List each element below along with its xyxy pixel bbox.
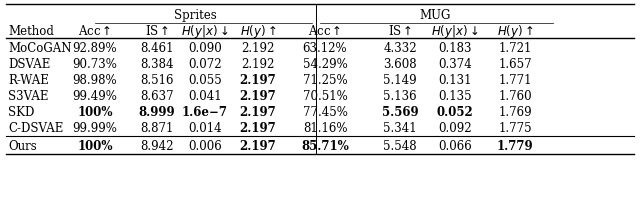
Text: 5.149: 5.149 — [383, 73, 417, 86]
Text: 1.657: 1.657 — [498, 58, 532, 71]
Text: 1.771: 1.771 — [499, 73, 532, 86]
Text: $H(y)$$\uparrow$: $H(y)$$\uparrow$ — [240, 22, 276, 39]
Text: 77.45%: 77.45% — [303, 106, 348, 118]
Text: $H(y|x)$$\downarrow$: $H(y|x)$$\downarrow$ — [431, 22, 479, 39]
Text: 2.197: 2.197 — [239, 121, 276, 134]
Text: 5.341: 5.341 — [383, 121, 417, 134]
Text: 63.12%: 63.12% — [303, 41, 348, 54]
Text: MoCoGAN: MoCoGAN — [8, 41, 72, 54]
Text: 0.090: 0.090 — [188, 41, 222, 54]
Text: 0.072: 0.072 — [188, 58, 222, 71]
Text: 92.89%: 92.89% — [73, 41, 117, 54]
Text: 2.197: 2.197 — [239, 106, 276, 118]
Text: 100%: 100% — [77, 140, 113, 153]
Text: 0.374: 0.374 — [438, 58, 472, 71]
Text: 8.384: 8.384 — [140, 58, 173, 71]
Text: 0.092: 0.092 — [438, 121, 472, 134]
Text: 1.6e−7: 1.6e−7 — [182, 106, 228, 118]
Text: 0.041: 0.041 — [188, 90, 222, 103]
Text: 90.73%: 90.73% — [72, 58, 117, 71]
Text: 1.760: 1.760 — [498, 90, 532, 103]
Text: $H(y)$$\uparrow$: $H(y)$$\uparrow$ — [497, 22, 533, 39]
Text: 71.25%: 71.25% — [303, 73, 348, 86]
Text: Ours: Ours — [8, 140, 36, 153]
Text: 54.29%: 54.29% — [303, 58, 348, 71]
Text: 3.608: 3.608 — [383, 58, 417, 71]
Text: Acc$\uparrow$: Acc$\uparrow$ — [78, 24, 112, 38]
Text: Sprites: Sprites — [173, 9, 216, 22]
Text: 2.197: 2.197 — [239, 73, 276, 86]
Text: MUG: MUG — [419, 9, 451, 22]
Text: 5.569: 5.569 — [381, 106, 419, 118]
Text: 5.136: 5.136 — [383, 90, 417, 103]
Text: 8.637: 8.637 — [140, 90, 174, 103]
Text: 0.135: 0.135 — [438, 90, 472, 103]
Text: DSVAE: DSVAE — [8, 58, 51, 71]
Text: 85.71%: 85.71% — [301, 140, 349, 153]
Text: C-DSVAE: C-DSVAE — [8, 121, 63, 134]
Text: 0.055: 0.055 — [188, 73, 222, 86]
Text: 8.461: 8.461 — [140, 41, 173, 54]
Text: 0.131: 0.131 — [438, 73, 472, 86]
Text: 1.769: 1.769 — [498, 106, 532, 118]
Text: IS$\uparrow$: IS$\uparrow$ — [145, 24, 169, 38]
Text: 0.052: 0.052 — [436, 106, 474, 118]
Text: S3VAE: S3VAE — [8, 90, 49, 103]
Text: 1.779: 1.779 — [497, 140, 533, 153]
Text: 8.871: 8.871 — [140, 121, 173, 134]
Text: 4.332: 4.332 — [383, 41, 417, 54]
Text: 8.999: 8.999 — [139, 106, 175, 118]
Text: 2.197: 2.197 — [239, 140, 276, 153]
Text: SKD: SKD — [8, 106, 35, 118]
Text: 0.014: 0.014 — [188, 121, 222, 134]
Text: $H(y|x)$$\downarrow$: $H(y|x)$$\downarrow$ — [181, 22, 228, 39]
Text: 81.16%: 81.16% — [303, 121, 348, 134]
Text: 1.721: 1.721 — [499, 41, 532, 54]
Text: 1.775: 1.775 — [498, 121, 532, 134]
Text: 98.98%: 98.98% — [73, 73, 117, 86]
Text: R-WAE: R-WAE — [8, 73, 49, 86]
Text: 99.49%: 99.49% — [72, 90, 117, 103]
Text: 99.99%: 99.99% — [72, 121, 117, 134]
Text: 2.192: 2.192 — [241, 41, 275, 54]
Text: 0.006: 0.006 — [188, 140, 222, 153]
Text: 0.183: 0.183 — [438, 41, 472, 54]
Text: Method: Method — [8, 24, 54, 37]
Text: 2.197: 2.197 — [239, 90, 276, 103]
Text: 5.548: 5.548 — [383, 140, 417, 153]
Text: 2.192: 2.192 — [241, 58, 275, 71]
Text: 8.942: 8.942 — [140, 140, 173, 153]
Text: 100%: 100% — [77, 106, 113, 118]
Text: 70.51%: 70.51% — [303, 90, 348, 103]
Text: Acc$\uparrow$: Acc$\uparrow$ — [308, 24, 342, 38]
Text: IS$\uparrow$: IS$\uparrow$ — [388, 24, 412, 38]
Text: 8.516: 8.516 — [140, 73, 173, 86]
Text: 0.066: 0.066 — [438, 140, 472, 153]
